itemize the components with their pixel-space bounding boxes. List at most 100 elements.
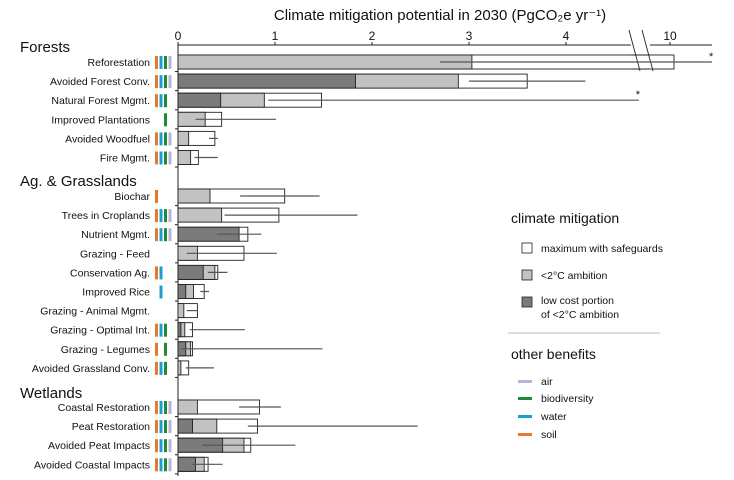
- benefit-mark-biodiversity: [164, 56, 167, 69]
- benefit-mark-water: [159, 420, 163, 434]
- bar-ambition: [177, 188, 211, 204]
- bar-ambition: [177, 130, 190, 146]
- row-label: Grazing - Animal Mgmt.: [40, 306, 150, 318]
- benefit-mark-water: [159, 75, 163, 89]
- legend-label-low-cost: low cost portion: [541, 295, 614, 307]
- benefit-mark-air: [168, 132, 172, 146]
- benefit-mark-air: [168, 75, 172, 89]
- bar-row: Avoided Forest Conv.: [50, 73, 586, 92]
- legend-mitigation-title: climate mitigation: [511, 210, 619, 226]
- benefit-mark-biodiversity: [164, 132, 167, 146]
- bar-row: Peat Restoration: [72, 418, 418, 437]
- row-label: Biochar: [114, 191, 150, 203]
- benefit-mark-biodiversity: [164, 342, 167, 356]
- legend-swatch-biodiversity: [518, 397, 532, 400]
- legend-label-maximum: maximum with safeguards: [541, 243, 663, 255]
- row-label: Natural Forest Mgmt.: [51, 95, 150, 107]
- legend-label-low-cost-2: of <2°C ambition: [541, 309, 619, 321]
- benefit-mark-air: [168, 209, 172, 223]
- row-label: Reforestation: [88, 57, 151, 69]
- bar-row: Grazing - Animal Mgmt.: [40, 303, 198, 321]
- bar-row: Improved Plantations: [51, 111, 276, 130]
- benefit-mark-soil: [155, 323, 158, 337]
- bar-row: Natural Forest Mgmt. *: [51, 89, 641, 111]
- legend-label-biodiversity: biodiversity: [541, 393, 594, 405]
- benefit-mark-soil: [155, 56, 158, 69]
- benefit-mark-water: [159, 401, 163, 414]
- row-label: Avoided Grassland Conv.: [32, 363, 150, 375]
- row-label: Grazing - Feed: [80, 248, 150, 260]
- bar-row: Avoided Coastal Impacts: [34, 456, 223, 475]
- x-tick-label: 3: [466, 29, 473, 43]
- benefit-mark-water: [159, 458, 163, 472]
- benefit-mark-biodiversity: [164, 228, 167, 242]
- axis-break-mark: [628, 29, 641, 72]
- legend-swatch-ambition: [521, 269, 533, 281]
- bar-row: Avoided Peat Impacts: [48, 437, 296, 456]
- benefit-mark-water: [159, 285, 163, 299]
- legend-label-soil: soil: [541, 429, 557, 441]
- x-tick-label: 10: [663, 29, 677, 43]
- benefit-mark-biodiversity: [164, 323, 167, 337]
- legend-swatch-maximum: [521, 242, 533, 254]
- x-tick-label: 4: [563, 29, 570, 43]
- bar-ambition: [177, 207, 223, 223]
- benefit-mark-soil: [155, 458, 158, 472]
- group-header: Forests: [20, 39, 70, 56]
- legend-swatch-low-cost: [521, 296, 533, 308]
- benefit-mark-soil: [155, 439, 158, 453]
- bar-low-cost: [177, 418, 194, 434]
- row-label: Grazing - Optimal Int.: [50, 325, 150, 337]
- benefit-mark-soil: [155, 151, 158, 165]
- benefit-mark-air: [168, 151, 172, 165]
- benefit-mark-water: [159, 56, 163, 69]
- row-label: Avoided Woodfuel: [65, 133, 150, 145]
- bar-row: Nutrient Mgmt.: [81, 226, 262, 245]
- legend-swatch-water: [518, 415, 532, 418]
- benefit-mark-water: [159, 151, 163, 165]
- row-label: Fire Mgmt.: [100, 153, 150, 165]
- benefit-mark-biodiversity: [164, 439, 167, 453]
- legend-swatch-air: [518, 380, 532, 383]
- row-label: Nutrient Mgmt.: [81, 229, 150, 241]
- row-label: Peat Restoration: [72, 421, 150, 433]
- row-label: Coastal Restoration: [58, 402, 150, 414]
- bar-row: Improved Rice: [82, 284, 210, 302]
- benefit-mark-water: [159, 266, 163, 280]
- row-label: Improved Plantations: [51, 114, 150, 126]
- benefit-mark-soil: [155, 190, 158, 203]
- legend-benefits-title: other benefits: [511, 346, 596, 362]
- bar-ambition: [177, 303, 185, 319]
- benefit-mark-water: [159, 361, 163, 375]
- benefit-mark-soil: [155, 132, 158, 146]
- benefit-mark-biodiversity: [164, 361, 167, 375]
- benefit-mark-water: [159, 94, 163, 108]
- bar-low-cost: [177, 92, 222, 108]
- x-tick-label: 2: [369, 29, 376, 43]
- bar-ambition: [177, 150, 192, 165]
- group-header: Ag. & Grasslands: [20, 173, 137, 190]
- bar-low-cost: [177, 73, 356, 89]
- benefit-mark-air: [168, 56, 172, 69]
- benefit-mark-water: [159, 228, 163, 242]
- bar-row: Grazing - Optimal Int.: [50, 322, 245, 340]
- bar-row: Trees in Croplands: [62, 207, 358, 226]
- bar-low-cost: [177, 264, 204, 280]
- benefit-mark-water: [159, 132, 163, 146]
- benefit-mark-soil: [155, 420, 158, 434]
- bar-ambition: [177, 360, 182, 376]
- benefit-mark-soil: [155, 342, 158, 356]
- benefit-mark-soil: [155, 228, 158, 242]
- benefit-mark-water: [159, 439, 163, 453]
- bar-row: Avoided Grassland Conv.: [32, 360, 214, 378]
- bar-low-cost: [177, 284, 187, 299]
- bar-row: Avoided Woodfuel: [65, 130, 218, 149]
- benefit-mark-soil: [155, 209, 158, 223]
- axis-break-mark: [641, 29, 654, 72]
- bar-ambition: [177, 399, 198, 415]
- bar-row: Coastal Restoration: [58, 399, 281, 418]
- bar-row: Fire Mgmt.: [100, 150, 218, 168]
- benefit-mark-soil: [155, 361, 158, 375]
- benefit-mark-water: [159, 209, 163, 223]
- bar-row: Conservation Ag.: [70, 264, 228, 283]
